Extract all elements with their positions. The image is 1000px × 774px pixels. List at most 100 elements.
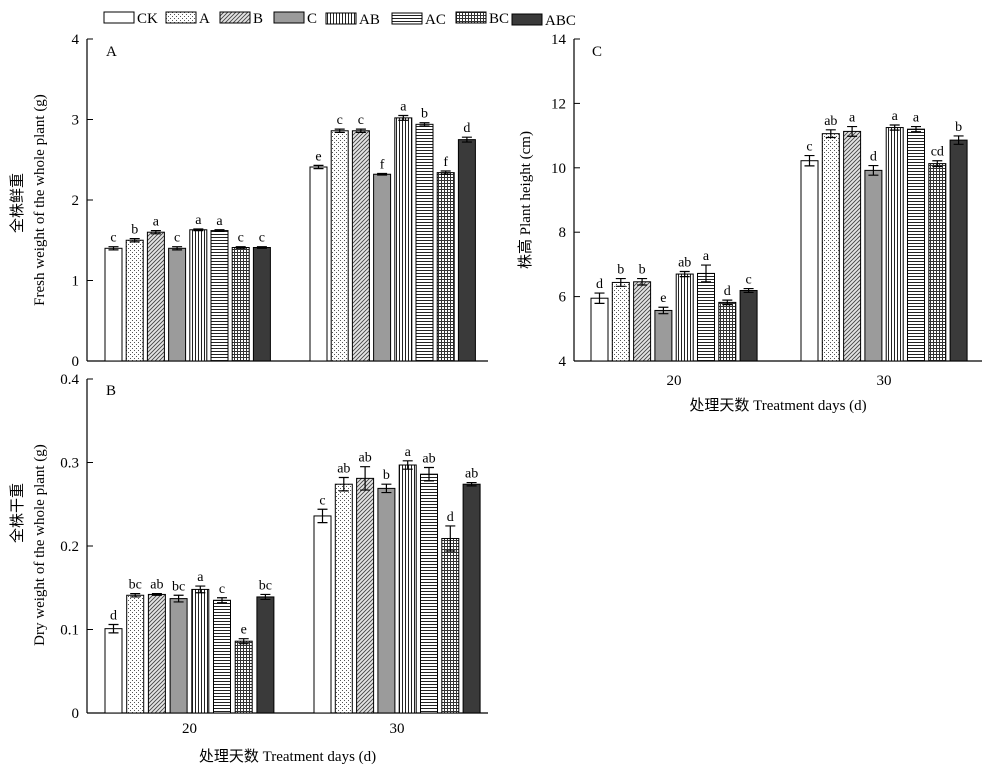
error-bar — [235, 246, 246, 249]
y-tick-label: 4 — [559, 354, 567, 370]
significance-letter: c — [337, 113, 343, 128]
error-bar — [445, 525, 456, 552]
error-bar — [173, 594, 184, 603]
error-bar — [847, 125, 858, 137]
significance-letter: e — [660, 291, 666, 306]
error-bar — [195, 585, 206, 594]
significance-letter: b — [955, 120, 962, 135]
bar-c-30 — [864, 169, 883, 362]
y-tick-label: 4 — [72, 32, 80, 48]
significance-letter: f — [443, 155, 448, 170]
bar-bc-30 — [436, 172, 455, 362]
significance-letter: a — [703, 249, 710, 264]
bar-ac-20 — [213, 599, 231, 714]
y-tick-label: 3 — [72, 113, 80, 129]
significance-letter: ab — [358, 451, 371, 466]
bar-a-30 — [821, 133, 840, 362]
error-bar — [440, 170, 451, 175]
bar-ac-30 — [907, 128, 925, 362]
bar-abc-20 — [252, 246, 271, 362]
x-axis-title: 处理天数 Treatment days (d) — [199, 748, 376, 765]
legend-swatch-ab — [325, 12, 357, 25]
legend-swatch-c — [273, 11, 305, 24]
bar-ac-20 — [697, 272, 715, 362]
bar-abc-20 — [256, 596, 275, 714]
error-bar — [615, 277, 626, 287]
error-bar — [108, 623, 119, 634]
bar-ac-20 — [210, 230, 229, 362]
error-bar — [193, 228, 204, 232]
error-bar — [108, 246, 119, 251]
bar-a-30 — [330, 130, 349, 362]
significance-letter: c — [806, 140, 812, 155]
y-tick-label: 2 — [72, 193, 80, 209]
bar-bc-30 — [441, 537, 460, 714]
significance-letter: b — [383, 468, 390, 483]
bar-c-20 — [654, 309, 673, 362]
legend-label-a: A — [199, 11, 210, 27]
bar-c-30 — [377, 487, 396, 714]
bar-ac-30 — [415, 123, 434, 362]
error-bar — [701, 264, 711, 283]
legend-label-abc: ABC — [545, 13, 576, 29]
bar-b-30 — [843, 130, 862, 362]
legend-swatch-ck — [103, 11, 135, 24]
y-axis-title-en: Dry weight of the whole plant (g) — [32, 444, 48, 646]
y-axis-title-en: Fresh weight of the whole plant (g) — [32, 94, 48, 306]
bar-ck-20 — [590, 297, 609, 362]
bar-c-20 — [168, 247, 187, 362]
error-bar — [313, 164, 324, 170]
bar-bc-20 — [231, 246, 250, 362]
error-bar — [129, 238, 140, 243]
significance-letter: a — [400, 99, 407, 114]
significance-letter: d — [724, 284, 731, 299]
significance-letter: c — [358, 113, 364, 128]
bar-ck-20 — [104, 247, 123, 362]
error-bar — [360, 466, 371, 491]
bar-bc-20 — [234, 640, 253, 714]
legend-label-ac: AC — [425, 12, 446, 28]
significance-letter: c — [259, 231, 265, 246]
significance-letter: d — [596, 277, 603, 292]
x-tick-label: 20 — [182, 721, 197, 737]
significance-letter: d — [447, 510, 454, 525]
legend-label-ab: AB — [359, 12, 380, 28]
significance-letter: e — [315, 149, 321, 164]
bar-a-20 — [611, 281, 630, 362]
error-bar — [130, 592, 141, 598]
significance-letter: a — [197, 570, 204, 585]
bar-abc-30 — [457, 139, 476, 362]
legend-swatch-abc — [511, 13, 543, 26]
bar-ck-30 — [313, 515, 332, 714]
error-bar — [679, 270, 690, 278]
y-tick-label: 12 — [551, 96, 566, 112]
significance-letter: a — [849, 111, 856, 126]
error-bar — [743, 287, 754, 294]
legend: CK A B C AB AC BC ABC — [103, 11, 576, 29]
bar-c-20 — [169, 598, 188, 714]
error-bar — [722, 299, 733, 306]
significance-letter: c — [319, 493, 325, 508]
significance-letter: e — [241, 623, 247, 638]
y-tick-label: 0.2 — [60, 539, 79, 555]
y-tick-label: 1 — [72, 274, 80, 290]
error-bar — [214, 229, 225, 232]
error-bar — [637, 277, 648, 286]
error-bar — [355, 128, 366, 133]
error-bar — [932, 160, 943, 168]
y-tick-label: 0.4 — [60, 372, 79, 388]
bar-b-20 — [633, 281, 652, 362]
bar-b-30 — [356, 477, 375, 714]
bar-a-20 — [126, 594, 145, 714]
bar-ck-20 — [104, 628, 123, 714]
bar-abc-30 — [462, 483, 481, 714]
y-axis-title: 株高 Plant height (cm) — [517, 131, 534, 269]
significance-letter: a — [913, 111, 920, 126]
significance-letter: b — [617, 263, 624, 278]
significance-letter: d — [110, 608, 117, 623]
significance-letter: b — [131, 223, 138, 238]
significance-letter: ab — [465, 467, 478, 482]
legend-label-c: C — [307, 11, 317, 27]
